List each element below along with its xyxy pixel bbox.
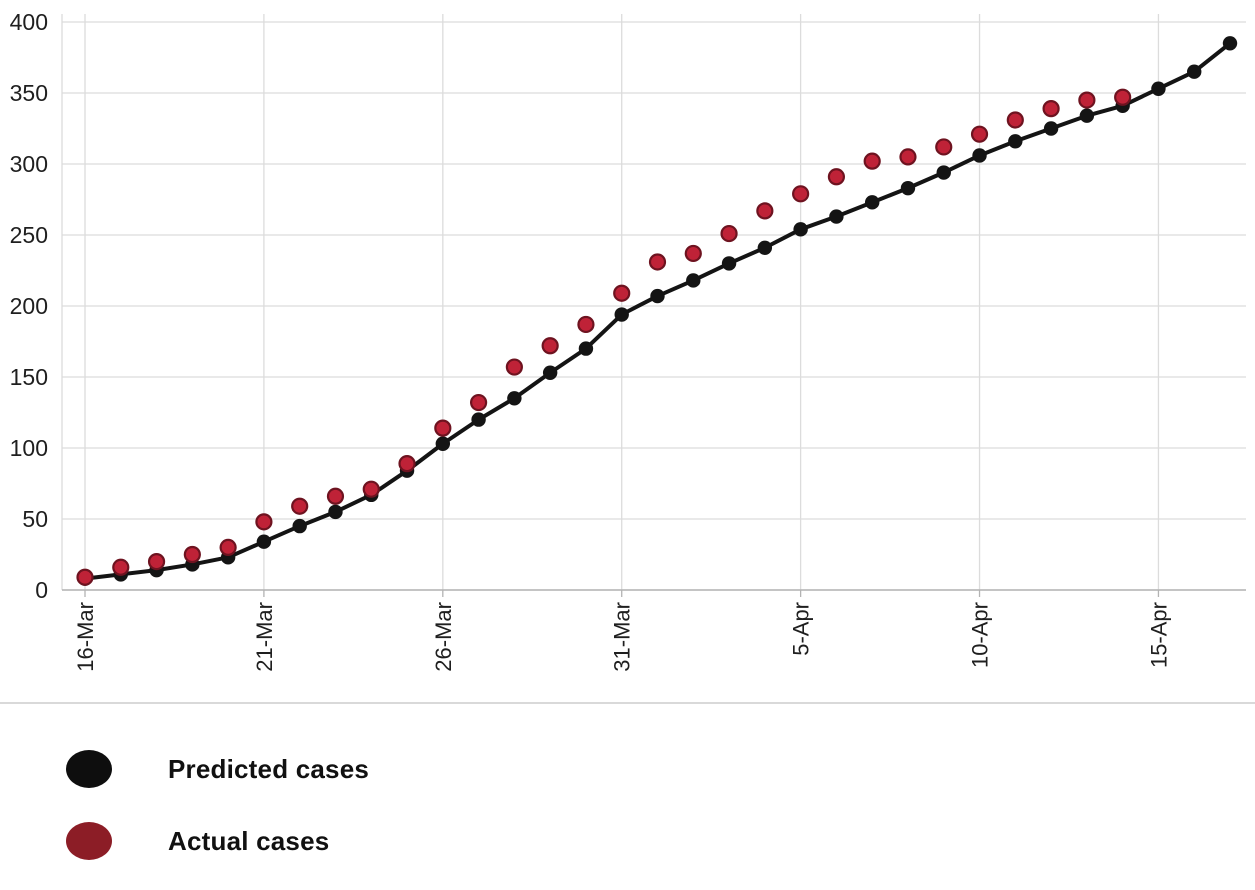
actual-point [863, 152, 881, 170]
predicted-cases-marker-icon [66, 750, 112, 788]
actual-point [541, 337, 559, 355]
actual-point [1042, 100, 1060, 118]
legend: Predicted cases Actual cases [0, 712, 1255, 890]
predicted-point [292, 518, 307, 534]
predicted-point [1079, 108, 1095, 123]
actual-point [112, 558, 130, 576]
actual-point [147, 552, 166, 571]
x-tick-label: 15-Apr [1146, 602, 1171, 668]
x-tick-label: 5-Apr [789, 602, 814, 656]
actual-point [827, 168, 846, 186]
y-tick-label: 0 [35, 577, 48, 603]
y-tick-label: 100 [10, 435, 48, 461]
legend-label-predicted: Predicted cases [168, 753, 370, 784]
actual-point [1114, 88, 1132, 106]
predicted-point [1222, 36, 1238, 51]
predicted-point [793, 222, 808, 237]
predicted-point [650, 288, 665, 304]
predicted-point [328, 504, 343, 520]
line-chart: 0 50 100 150 200 250 300 350 400 16-Mar 21-Mar 26-M… [10, 9, 1246, 672]
actual-point [935, 138, 953, 156]
y-tick-label: 250 [10, 222, 48, 248]
x-tick-label: 31-Mar [610, 602, 635, 672]
actual-point [326, 487, 345, 505]
predicted-point [936, 165, 951, 180]
actual-point [183, 545, 201, 564]
actual-point [1006, 111, 1024, 129]
predicted-point [435, 436, 451, 451]
legend-item-actual: Actual cases [66, 820, 1255, 862]
predicted-point [1043, 121, 1059, 136]
actual-point [684, 244, 702, 263]
predicted-line [83, 41, 1232, 581]
x-tick-label: 10-Apr [968, 602, 993, 668]
predicted-point [864, 195, 880, 210]
actual-point [899, 148, 917, 166]
actual-point [970, 125, 989, 143]
actual-point [76, 568, 94, 586]
y-tick-label: 200 [10, 293, 48, 319]
legend-label-actual: Actual cases [168, 825, 330, 856]
actual-point [398, 455, 416, 473]
predicted-point [1187, 64, 1202, 79]
predicted-point [900, 180, 916, 196]
actual-point [648, 253, 667, 271]
actual-point [362, 480, 380, 498]
predicted-point [578, 341, 594, 356]
predicted-point [542, 365, 558, 380]
predicted-point [256, 534, 272, 549]
y-tick-label: 350 [10, 80, 48, 106]
chart-area: 0 50 100 150 200 250 300 350 400 16-Mar 21-Mar 26-M… [10, 9, 1246, 672]
x-tick-label: 16-Mar [73, 602, 98, 672]
predicted-point [614, 307, 629, 322]
predicted-point [471, 412, 486, 427]
legend-item-predicted: Predicted cases [66, 748, 1255, 790]
y-tick-label: 300 [10, 151, 48, 177]
actual-point [1078, 91, 1096, 109]
predicted-point [1151, 81, 1166, 96]
actual-cases-marker-icon [66, 822, 112, 860]
x-tick-label: 26-Mar [431, 602, 456, 672]
actual-point [577, 315, 595, 334]
predicted-point [972, 148, 987, 163]
actual-point [291, 497, 309, 515]
predicted-point [686, 273, 701, 288]
predicted-point [721, 256, 737, 271]
legend-divider [0, 702, 1255, 704]
actual-point [756, 202, 774, 220]
predicted-point [1008, 134, 1023, 149]
y-tick-label: 50 [22, 506, 48, 532]
actual-point [792, 185, 810, 203]
actual-point [469, 393, 488, 412]
predicted-point [507, 391, 522, 406]
actual-point [255, 513, 273, 531]
actual-point [720, 224, 738, 243]
actual-point [505, 358, 523, 376]
predicted-point [829, 209, 844, 224]
predicted-point [757, 240, 773, 255]
actual-point [434, 419, 452, 437]
actual-point [613, 284, 631, 302]
y-tick-label: 400 [10, 9, 48, 35]
actual-point [219, 538, 237, 557]
y-tick-label: 150 [10, 364, 48, 390]
x-tick-label: 21-Mar [252, 602, 277, 672]
